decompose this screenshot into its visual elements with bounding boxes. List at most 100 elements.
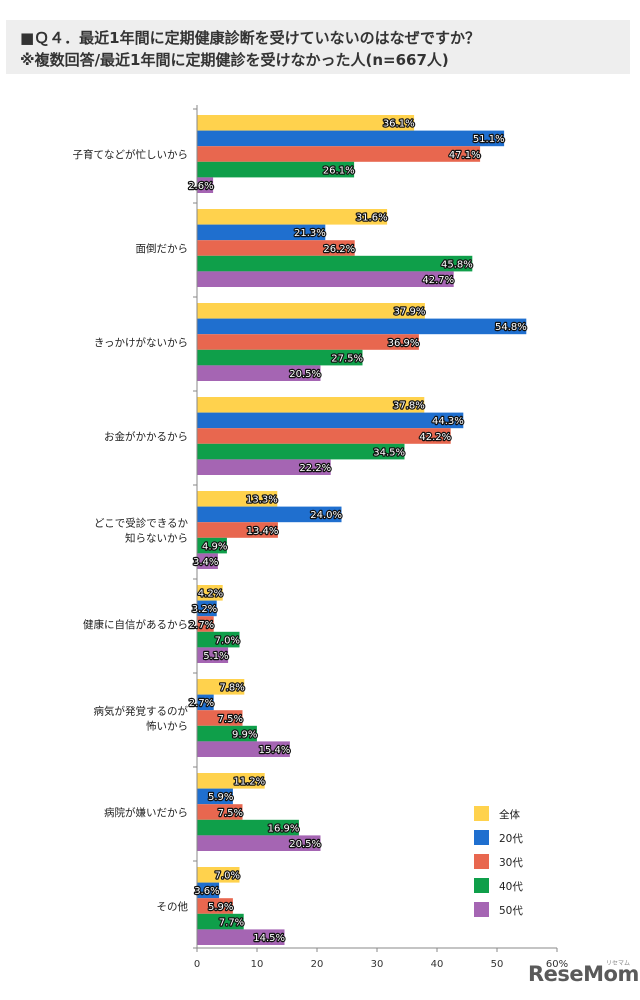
- bar: [197, 271, 454, 287]
- bar: [197, 365, 321, 381]
- data-label: 7.7%: [219, 917, 244, 928]
- bar: [197, 741, 290, 757]
- legend-label: 40代: [499, 881, 523, 893]
- category-label: 病気が発覚するのが: [94, 705, 189, 718]
- bar: [197, 177, 214, 193]
- data-label: 7.5%: [218, 808, 243, 819]
- data-label: 7.0%: [215, 635, 240, 646]
- data-label: 5.9%: [208, 792, 233, 803]
- data-label: 3.4%: [193, 557, 218, 568]
- bar: [197, 255, 473, 272]
- bar: [197, 397, 425, 413]
- bar: [197, 443, 405, 460]
- bar: [197, 318, 527, 335]
- data-label: 51.1%: [473, 134, 505, 145]
- bar: [197, 773, 265, 789]
- data-label: 2.7%: [189, 698, 214, 709]
- legend-label: 30代: [499, 857, 523, 869]
- bar: [197, 224, 326, 241]
- data-label: 26.1%: [323, 165, 355, 176]
- bar: [197, 819, 299, 836]
- bar: [197, 679, 245, 695]
- bar: [197, 428, 451, 444]
- bar: [197, 725, 257, 742]
- bar: [197, 631, 240, 648]
- data-label: 26.2%: [323, 244, 355, 255]
- bar: [197, 334, 419, 350]
- legend-swatch: [474, 830, 489, 845]
- data-label: 3.6%: [194, 886, 219, 897]
- bar: [197, 146, 481, 162]
- data-label: 5.1%: [203, 651, 228, 662]
- bar: [197, 913, 244, 930]
- x-tick-label: 40: [431, 959, 444, 970]
- data-label: 45.8%: [441, 259, 473, 270]
- legend-swatch: [474, 806, 489, 821]
- bar: [197, 804, 243, 820]
- legend-label: 50代: [499, 905, 523, 917]
- data-label: 13.3%: [246, 495, 278, 506]
- category-label: きっかけがないから: [94, 336, 188, 349]
- data-label: 42.7%: [422, 275, 454, 286]
- x-tick-label: 50: [491, 959, 504, 970]
- data-label: 15.4%: [259, 745, 291, 756]
- legend-swatch: [474, 854, 489, 869]
- data-label: 36.9%: [388, 338, 420, 349]
- bar: [197, 130, 505, 147]
- data-label: 7.0%: [215, 871, 240, 882]
- legend-label: 20代: [499, 833, 523, 845]
- data-label: 4.2%: [198, 589, 223, 600]
- resemom-logo: ReseMom: [528, 962, 639, 986]
- bar: [197, 303, 425, 319]
- bar: [197, 585, 223, 601]
- x-tick-label: 30: [371, 959, 384, 970]
- data-label: 11.2%: [233, 777, 265, 788]
- bar: [197, 537, 227, 554]
- bar: [197, 349, 363, 366]
- data-label: 22.2%: [299, 463, 331, 474]
- bar: [197, 867, 240, 883]
- bar: [197, 553, 218, 569]
- bar: [197, 115, 415, 131]
- bar: [197, 522, 278, 538]
- category-label: 健康に自信があるから: [83, 618, 188, 631]
- bar: [197, 929, 285, 945]
- x-tick-label: 60%: [546, 959, 568, 970]
- category-label: お金がかかるから: [104, 430, 188, 443]
- bar: [197, 491, 278, 507]
- bar: [197, 506, 342, 523]
- data-label: 5.9%: [208, 902, 233, 913]
- data-label: 20.5%: [289, 839, 321, 850]
- chart-title: ■Ｑ４．最近1年間に定期健康診断を受けていないのはなぜですか？: [20, 29, 481, 47]
- bar: [197, 882, 220, 899]
- category-label: 怖いから: [146, 720, 188, 733]
- data-label: 47.1%: [449, 150, 481, 161]
- category-label: 子育てなどが忙しいから: [73, 148, 189, 161]
- data-label: 9.9%: [232, 729, 257, 740]
- bar: [197, 600, 217, 617]
- data-label: 31.6%: [356, 213, 388, 224]
- bar: [197, 898, 233, 914]
- bar: [197, 788, 233, 805]
- legend-swatch: [474, 878, 489, 893]
- bar: [197, 835, 321, 851]
- data-label: 24.0%: [310, 510, 342, 521]
- bar: [197, 647, 229, 663]
- x-tick-label: 20: [311, 959, 324, 970]
- category-label: どこで受診できるか: [94, 517, 188, 530]
- data-label: 7.5%: [218, 714, 243, 725]
- bar: [197, 710, 243, 726]
- title-box: ■Ｑ４．最近1年間に定期健康診断を受けていないのはなぜですか？ ※複数回答/最近…: [6, 20, 630, 74]
- category-label: 面倒だから: [136, 243, 189, 255]
- legend-swatch: [474, 902, 489, 917]
- bar: [197, 616, 214, 632]
- data-label: 2.7%: [189, 620, 214, 631]
- bar: [197, 412, 464, 429]
- data-label: 13.4%: [247, 526, 279, 537]
- data-label: 36.1%: [383, 119, 415, 130]
- bar: [197, 459, 331, 475]
- x-tick-label: 0: [194, 959, 200, 970]
- chart-subtitle: ※複数回答/最近1年間に定期健診を受けなかった人(n=667人): [20, 51, 449, 69]
- data-label: 14.5%: [253, 933, 285, 944]
